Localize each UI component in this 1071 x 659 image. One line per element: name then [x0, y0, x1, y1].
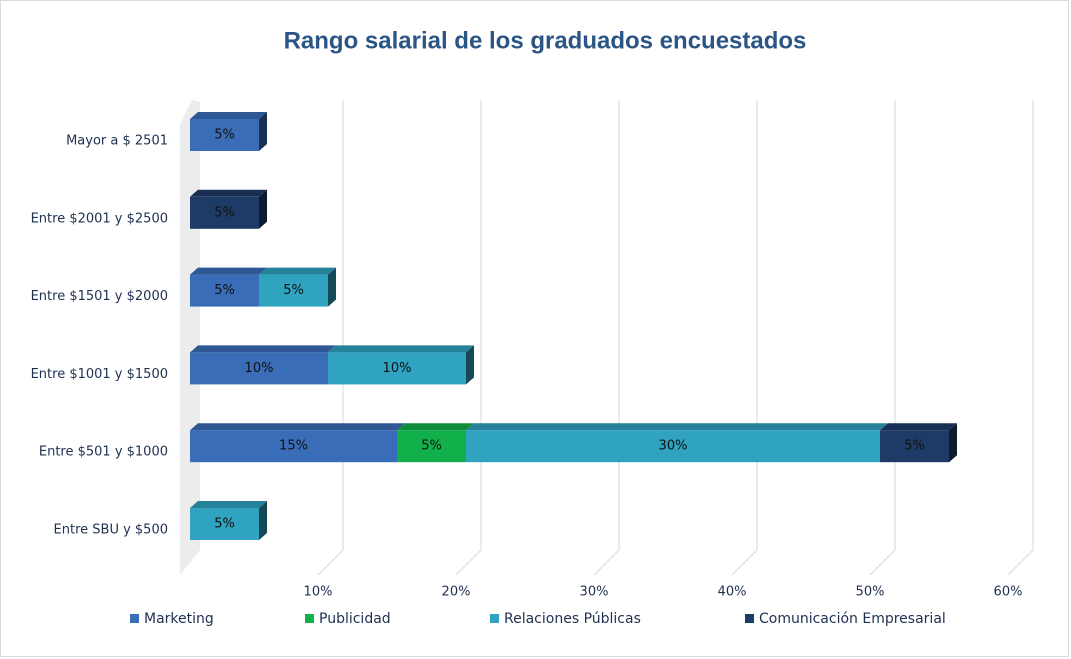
value-label: 5% — [214, 283, 235, 298]
bar-top — [259, 267, 336, 275]
x-tick-label: 40% — [718, 585, 747, 600]
bar-top — [328, 345, 474, 353]
bar-top — [397, 423, 474, 431]
bar-top — [880, 423, 957, 431]
bar — [880, 430, 949, 463]
bar-side — [949, 423, 957, 463]
bar-top — [466, 423, 888, 431]
legend-label: Marketing — [144, 611, 214, 627]
x-tick-label: 10% — [304, 585, 333, 600]
value-label: 5% — [214, 128, 235, 143]
grid-line — [317, 100, 344, 576]
bar — [190, 196, 259, 229]
x-tick-label: 20% — [442, 585, 471, 600]
value-label: 10% — [383, 361, 412, 376]
legend-label: Relaciones Públicas — [504, 611, 641, 627]
bar — [190, 352, 328, 385]
grid-line — [455, 100, 482, 576]
grid-line — [1007, 100, 1034, 576]
grid-line — [869, 100, 896, 576]
value-label: 5% — [283, 283, 304, 298]
bar — [259, 274, 328, 307]
bar-side — [259, 501, 267, 540]
value-label: 5% — [904, 439, 925, 454]
bar-top — [190, 345, 336, 353]
value-label: 5% — [214, 517, 235, 532]
bar-top — [190, 501, 267, 508]
x-tick-label: 60% — [994, 585, 1023, 600]
y-tick-label: Mayor a $ 2501 — [66, 134, 168, 149]
y-tick-label: Entre $1001 y $1500 — [31, 367, 168, 382]
bar-side — [259, 112, 267, 151]
value-label: 5% — [214, 205, 235, 220]
grid-line — [593, 100, 620, 576]
chart-title: Rango salarial de los graduados encuesta… — [284, 27, 807, 54]
bar — [397, 430, 466, 463]
bar-top — [190, 112, 267, 119]
bar — [190, 430, 397, 463]
legend-swatch — [490, 614, 499, 623]
bar — [190, 119, 259, 151]
value-label: 15% — [279, 439, 308, 454]
x-tick-label: 30% — [580, 585, 609, 600]
y-tick-label: Entre SBU y $500 — [54, 523, 168, 538]
y-tick-label: Entre $1501 y $2000 — [31, 289, 168, 304]
bar-top — [190, 189, 267, 197]
grid-line — [731, 100, 758, 576]
x-tick-label: 50% — [856, 585, 885, 600]
legend-swatch — [130, 614, 139, 623]
legend-swatch — [305, 614, 314, 623]
value-label: 30% — [659, 439, 688, 454]
legend-label: Comunicación Empresarial — [759, 611, 946, 627]
bar — [190, 274, 259, 307]
y-tick-label: Entre $2001 y $2500 — [31, 211, 168, 226]
legend-swatch — [745, 614, 754, 623]
bar-side — [328, 267, 336, 307]
value-label: 5% — [421, 439, 442, 454]
value-label: 10% — [245, 361, 274, 376]
bar-side — [259, 189, 267, 229]
bar-top — [190, 423, 405, 431]
y-tick-label: Entre $501 y $1000 — [39, 445, 168, 460]
bar — [190, 508, 259, 540]
bar-side — [466, 345, 474, 385]
legend-label: Publicidad — [319, 611, 391, 627]
bar-top — [190, 267, 267, 275]
bar — [466, 430, 880, 463]
bar — [328, 352, 466, 385]
